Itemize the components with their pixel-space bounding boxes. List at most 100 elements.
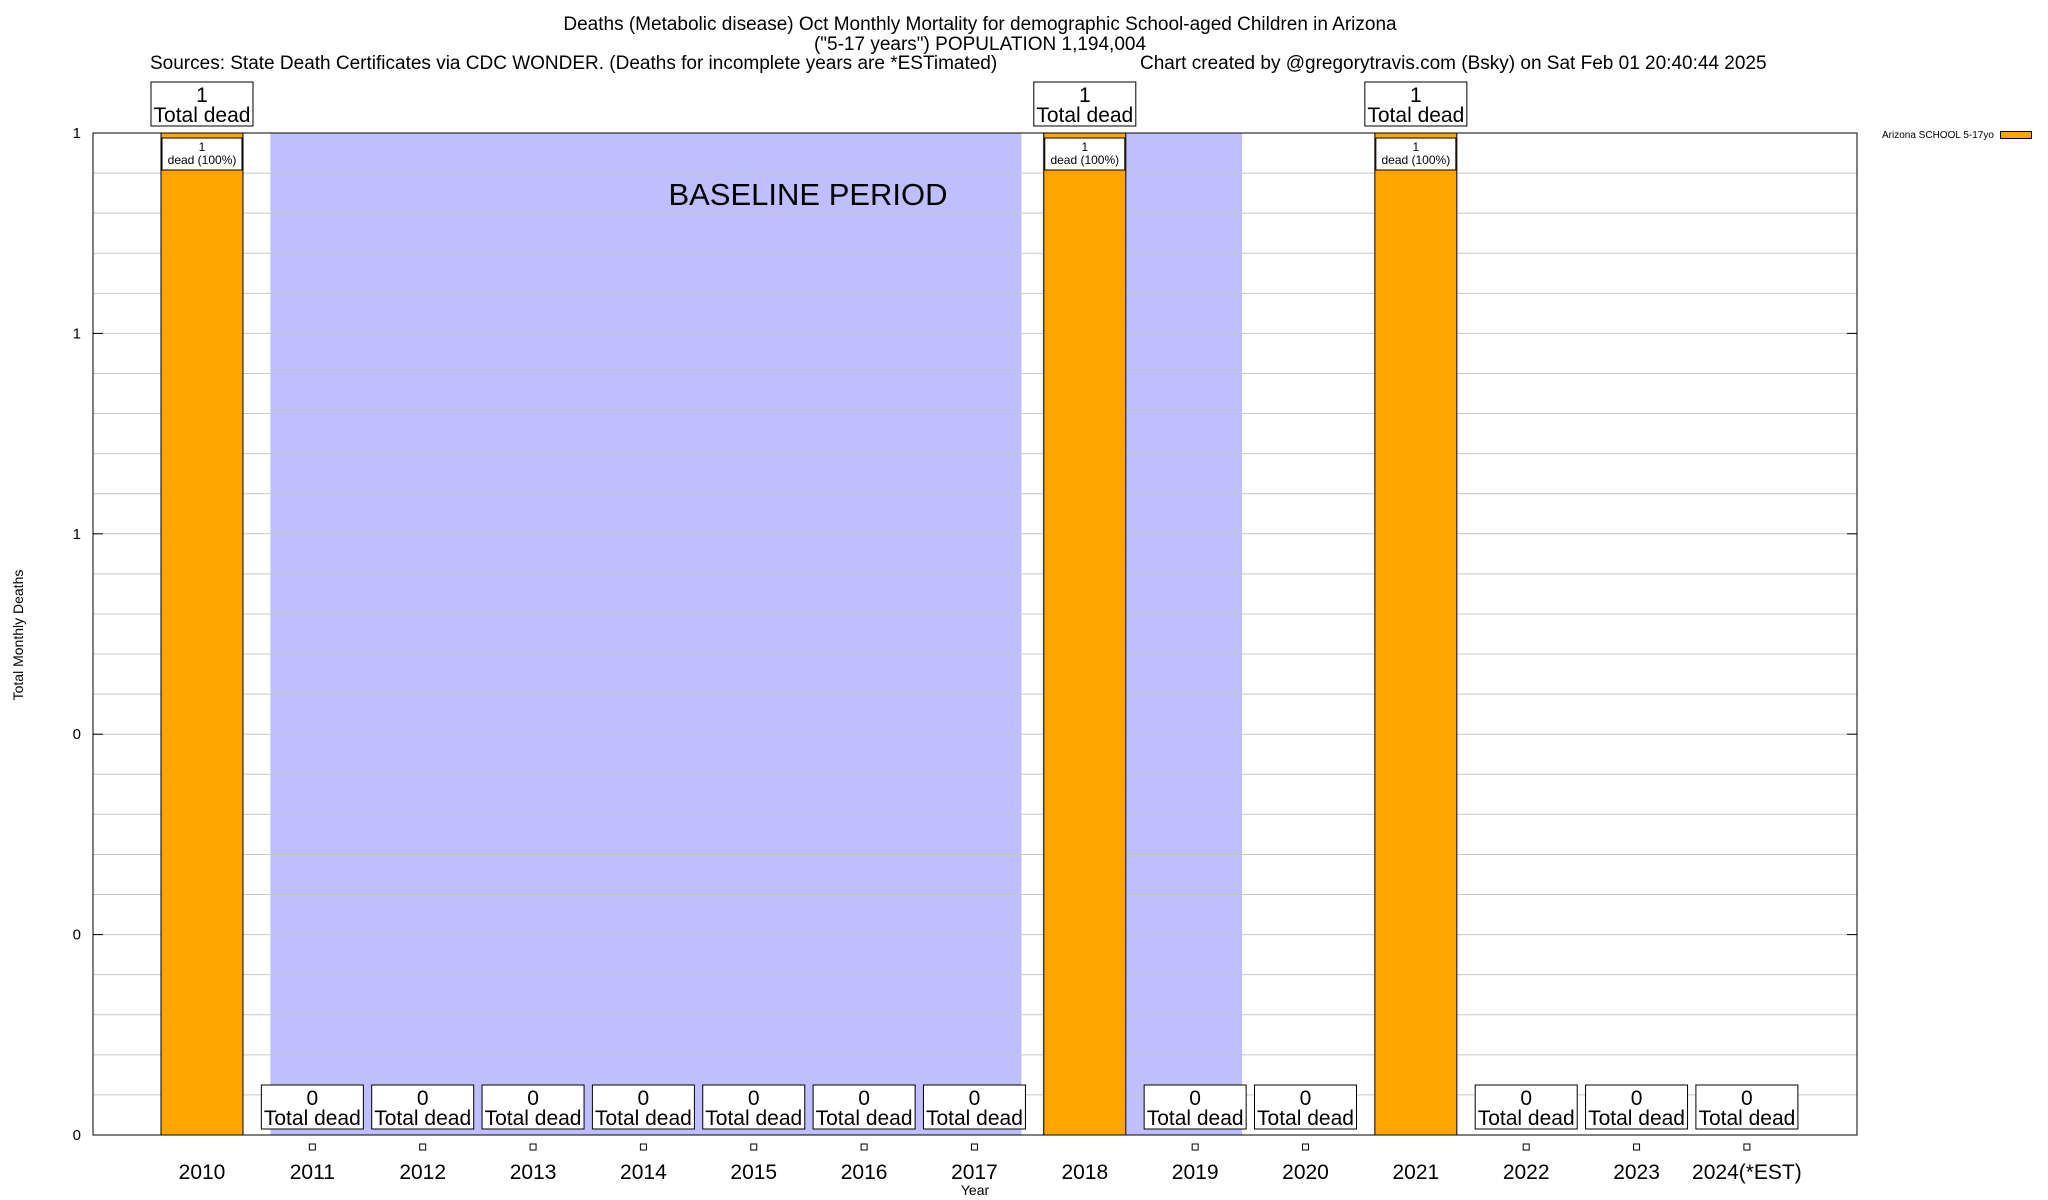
bar bbox=[1043, 132, 1127, 1136]
total-label-box bbox=[481, 1084, 585, 1130]
y-tick-label: 1 bbox=[73, 526, 81, 543]
x-tick-label: 2019 bbox=[1172, 1161, 1219, 1184]
total-suffix-label: Total dead bbox=[926, 1107, 1023, 1130]
chart-subtitle: ("5-17 years") POPULATION 1,194,004 bbox=[813, 34, 1147, 55]
x-tick-label: 2014 bbox=[620, 1161, 667, 1184]
total-label-box bbox=[150, 81, 254, 127]
zero-marker bbox=[970, 1143, 978, 1151]
total-suffix-label: Total dead bbox=[154, 104, 251, 127]
segment-label-box bbox=[1375, 137, 1457, 171]
total-suffix-label: Total dead bbox=[1367, 104, 1464, 127]
segment-text-label: dead (100%) bbox=[1381, 153, 1450, 167]
total-label-box bbox=[922, 1084, 1026, 1130]
total-suffix-label: Total dead bbox=[1478, 1107, 1575, 1130]
source-note: Sources: State Death Certificates via CD… bbox=[150, 53, 998, 74]
zero-marker bbox=[639, 1143, 647, 1151]
x-tick-label: 2023 bbox=[1613, 1161, 1660, 1184]
zero-marker bbox=[750, 1143, 758, 1151]
segment-label-box bbox=[1044, 137, 1126, 171]
total-count-label: 0 bbox=[638, 1087, 650, 1110]
legend-swatch bbox=[1999, 131, 2032, 140]
y-tick-label: 1 bbox=[73, 125, 81, 142]
x-tick-label: 2010 bbox=[179, 1161, 226, 1184]
x-tick-label: 2022 bbox=[1503, 1161, 1550, 1184]
total-count-label: 1 bbox=[1410, 84, 1422, 107]
zero-marker bbox=[529, 1143, 537, 1151]
total-count-label: 0 bbox=[1520, 1087, 1532, 1110]
total-suffix-label: Total dead bbox=[816, 1107, 913, 1130]
total-label-box bbox=[1033, 81, 1137, 127]
bar bbox=[160, 132, 244, 1136]
total-count-label: 0 bbox=[1300, 1087, 1312, 1110]
zero-marker bbox=[1191, 1143, 1199, 1151]
zero-marker bbox=[860, 1143, 868, 1151]
baseline-shade bbox=[270, 133, 1022, 1135]
legend-label: Arizona SCHOOL 5-17yo bbox=[1882, 130, 1994, 141]
segment-text-label: dead (100%) bbox=[168, 153, 237, 167]
bar bbox=[1374, 132, 1458, 1136]
total-count-label: 0 bbox=[417, 1087, 429, 1110]
x-tick-label: 2016 bbox=[841, 1161, 888, 1184]
x-axis-label: Year bbox=[960, 1182, 990, 1198]
segment-count-label: 1 bbox=[1081, 140, 1088, 154]
baseline-label: BASELINE PERIOD bbox=[668, 177, 947, 212]
total-suffix-label: Total dead bbox=[1588, 1107, 1685, 1130]
total-count-label: 0 bbox=[527, 1087, 539, 1110]
total-label-box bbox=[1143, 1084, 1247, 1130]
total-label-box bbox=[1585, 1084, 1689, 1130]
zero-marker bbox=[308, 1143, 316, 1151]
total-count-label: 0 bbox=[1631, 1087, 1643, 1110]
y-tick-label: 1 bbox=[73, 325, 81, 342]
x-tick-label: 2024(*EST) bbox=[1692, 1161, 1802, 1184]
total-suffix-label: Total dead bbox=[705, 1107, 802, 1130]
total-label-box bbox=[1695, 1084, 1799, 1130]
total-suffix-label: Total dead bbox=[1036, 104, 1133, 127]
total-suffix-label: Total dead bbox=[595, 1107, 692, 1130]
total-label-box bbox=[1254, 1084, 1357, 1130]
segment-count-label: 1 bbox=[1413, 140, 1420, 154]
total-count-label: 1 bbox=[1079, 84, 1091, 107]
x-tick-label: 2017 bbox=[951, 1161, 998, 1184]
total-suffix-label: Total dead bbox=[264, 1107, 361, 1130]
total-suffix-label: Total dead bbox=[374, 1107, 471, 1130]
y-tick-label: 0 bbox=[73, 1127, 81, 1144]
total-label-box bbox=[812, 1084, 916, 1130]
x-tick-label: 2020 bbox=[1282, 1161, 1329, 1184]
total-label-box bbox=[591, 1084, 695, 1130]
total-count-label: 0 bbox=[1189, 1087, 1201, 1110]
x-tick-label: 2021 bbox=[1392, 1161, 1439, 1184]
total-label-box bbox=[260, 1084, 364, 1130]
x-tick-label: 2012 bbox=[399, 1161, 446, 1184]
y-tick-label: 0 bbox=[73, 726, 81, 743]
zero-marker bbox=[1633, 1143, 1641, 1151]
zero-marker bbox=[419, 1143, 427, 1151]
total-count-label: 0 bbox=[969, 1087, 981, 1110]
x-tick-label: 2011 bbox=[290, 1161, 335, 1184]
x-tick-label: 2013 bbox=[510, 1161, 557, 1184]
zero-marker bbox=[1522, 1143, 1530, 1151]
total-label-box bbox=[702, 1084, 806, 1130]
total-count-label: 0 bbox=[748, 1087, 760, 1110]
total-count-label: 0 bbox=[307, 1087, 319, 1110]
total-count-label: 1 bbox=[196, 84, 208, 107]
segment-text-label: dead (100%) bbox=[1050, 153, 1119, 167]
x-tick-label: 2018 bbox=[1061, 1161, 1108, 1184]
zero-marker bbox=[1743, 1143, 1751, 1151]
x-tick-label: 2015 bbox=[730, 1161, 777, 1184]
zero-marker bbox=[1302, 1143, 1309, 1151]
chart-title: Deaths (Metabolic disease) Oct Monthly M… bbox=[563, 14, 1397, 35]
plot-frame bbox=[92, 132, 1858, 1136]
y-axis-label: Total Monthly Deaths bbox=[10, 569, 26, 701]
y-tick-label: 0 bbox=[73, 927, 81, 944]
total-count-label: 0 bbox=[858, 1087, 870, 1110]
total-suffix-label: Total dead bbox=[1698, 1107, 1795, 1130]
credit-note: Chart created by @gregorytravis.com (Bsk… bbox=[1140, 53, 1767, 74]
total-label-box bbox=[1474, 1084, 1578, 1130]
legend: Arizona SCHOOL 5-17yo bbox=[1882, 130, 2032, 141]
total-suffix-label: Total dead bbox=[1147, 1107, 1244, 1130]
total-label-box bbox=[1364, 81, 1468, 127]
total-suffix-label: Total dead bbox=[485, 1107, 582, 1130]
total-count-label: 0 bbox=[1741, 1087, 1753, 1110]
segment-count-label: 1 bbox=[199, 140, 206, 154]
